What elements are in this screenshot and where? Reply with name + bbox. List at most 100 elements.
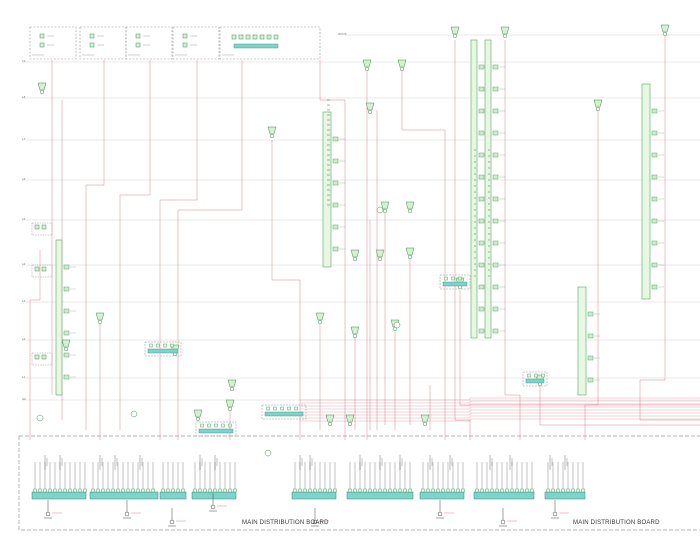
breaker	[228, 488, 232, 493]
load-terminal	[327, 421, 333, 427]
tap-off-unit	[63, 264, 70, 270]
load-symbol	[500, 26, 510, 35]
tap-off-unit	[492, 174, 499, 180]
tap-off-unit	[332, 158, 339, 164]
tap-off-unit	[651, 196, 658, 202]
tap-off-unit	[332, 246, 339, 252]
feeder-cable	[29, 250, 41, 440]
device-symbol	[39, 33, 45, 39]
breaker	[63, 488, 67, 493]
breaker	[203, 488, 207, 493]
load-symbol	[350, 249, 360, 258]
load-terminal	[399, 66, 405, 72]
breaker	[475, 488, 479, 493]
switchboard-section	[473, 491, 535, 500]
tap-off-unit	[478, 328, 485, 334]
load-terminal	[97, 319, 103, 325]
load-symbol	[375, 249, 385, 258]
sub-board-bus	[525, 378, 545, 384]
tap-off-unit	[492, 86, 499, 92]
load-terminal	[347, 421, 353, 427]
load-terminal	[317, 319, 323, 325]
load-terminal	[595, 106, 601, 112]
breaker	[136, 488, 140, 493]
sub-board-bus	[198, 428, 234, 434]
tap-off-unit	[492, 152, 499, 158]
load-terminal	[502, 33, 508, 39]
earth-symbol	[552, 511, 558, 517]
breaker	[198, 488, 202, 493]
breaker	[131, 488, 135, 493]
load-terminal	[227, 406, 233, 412]
load-terminal	[229, 386, 235, 392]
breaker	[68, 488, 72, 493]
breaker	[556, 488, 560, 493]
load-terminal	[407, 208, 413, 214]
breaker	[176, 488, 180, 493]
tap-off-unit	[492, 218, 499, 224]
breaker	[495, 488, 499, 493]
tap-off-unit	[332, 180, 339, 186]
load-symbol	[660, 24, 670, 33]
tap-off-unit	[651, 130, 658, 136]
earth-symbol	[210, 504, 216, 510]
breaker	[218, 488, 222, 493]
level-label: L3	[22, 299, 26, 303]
breaker	[571, 488, 575, 493]
breaker	[106, 488, 110, 493]
load-symbol	[95, 312, 105, 321]
breaker	[490, 488, 494, 493]
tap-off-unit	[478, 240, 485, 246]
breaker	[485, 488, 489, 493]
tap-off-unit	[587, 333, 594, 339]
legend-box	[172, 26, 220, 60]
load-symbol	[405, 247, 415, 256]
tap-off-unit	[63, 330, 70, 336]
feeder-cable	[319, 60, 346, 440]
load-terminal	[407, 254, 413, 260]
rising-main	[484, 39, 492, 339]
tap-off-unit	[651, 262, 658, 268]
tap-off-unit	[492, 64, 499, 70]
tap-off-unit	[332, 136, 339, 142]
breaker	[348, 488, 352, 493]
level-label: L8	[22, 95, 26, 99]
breaker	[480, 488, 484, 493]
sub-board-breaker	[458, 276, 462, 281]
breaker	[223, 488, 227, 493]
sub-main-cable	[300, 415, 700, 419]
db-device	[41, 354, 47, 360]
load-symbol	[420, 414, 430, 423]
load-terminal	[452, 33, 458, 39]
feeder-cable	[177, 60, 243, 440]
meter-symbol	[130, 410, 138, 418]
breaker	[408, 488, 412, 493]
feeder-cable	[459, 290, 700, 406]
breaker	[500, 488, 504, 493]
load-symbol	[193, 409, 203, 418]
level-label: L5	[22, 217, 26, 221]
sub-board-breaker	[200, 423, 204, 428]
breaker	[505, 488, 509, 493]
legend-box	[219, 26, 321, 60]
load-terminal	[377, 256, 383, 262]
tap-off-unit	[478, 130, 485, 136]
breaker	[451, 488, 455, 493]
breaker	[576, 488, 580, 493]
device-symbol	[135, 42, 141, 48]
sub-board-breaker	[534, 373, 538, 378]
load-symbol	[325, 414, 335, 423]
switchboard-section	[31, 491, 87, 500]
feeder-cable	[85, 60, 105, 430]
tap-off-unit	[478, 86, 485, 92]
breaker	[456, 488, 460, 493]
switchboard-section	[291, 491, 337, 500]
sub-main-cable	[300, 409, 700, 413]
breaker	[111, 488, 115, 493]
tap-off-unit	[478, 64, 485, 70]
legend-panel	[233, 43, 279, 49]
switchboard-section	[544, 491, 586, 500]
tap-off-unit	[651, 174, 658, 180]
level-label: GF	[22, 397, 27, 401]
